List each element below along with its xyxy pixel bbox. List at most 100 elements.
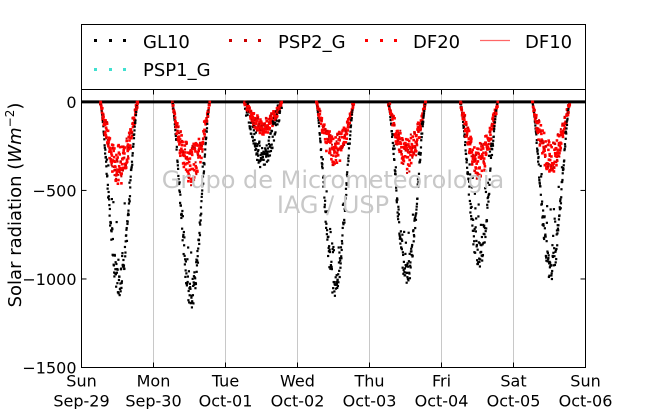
data-point-gl10 [269,132,272,135]
data-point-gl10 [473,192,476,195]
data-point-gl10 [334,276,337,279]
data-point-psp2-g [245,103,248,106]
data-point-gl10 [119,282,122,285]
data-point-df20 [321,131,324,134]
legend-label-df10: DF10 [525,32,572,53]
data-point-psp2-g [184,157,187,160]
data-point-psp2-g [400,151,403,154]
data-point-gl10 [403,270,406,274]
data-point-df20 [491,123,495,126]
x-tick-label-day: Thu [353,372,384,391]
data-point-df20 [398,136,401,139]
data-point-gl10 [105,158,108,161]
data-point-df20 [408,164,411,167]
data-point-gl10 [565,132,568,135]
data-point-gl10 [322,176,325,179]
data-point-df20 [396,129,399,133]
data-point-gl10 [541,215,544,218]
data-point-gl10 [128,195,132,198]
data-point-df20 [337,142,340,145]
data-point-psp2-g [201,150,204,153]
data-point-df20 [130,134,134,137]
data-point-psp2-g [405,144,408,147]
legend-label-psp2-g: PSP2_G [278,32,346,53]
data-point-gl10 [178,181,181,184]
data-point-gl10 [480,244,483,247]
data-point-gl10 [561,178,564,182]
data-point-gl10 [463,133,466,136]
data-point-psp2-g [193,179,196,182]
data-point-gl10 [264,150,268,153]
data-point-df20 [537,138,540,141]
data-point-df20 [477,156,481,159]
data-point-gl10 [172,114,176,118]
data-point-df20 [480,156,483,160]
data-point-df20 [183,151,187,154]
data-point-psp2-g [419,129,422,132]
data-point-gl10 [492,139,495,142]
data-point-gl10 [342,221,345,224]
data-point-gl10 [416,183,419,186]
data-point-gl10 [207,108,210,111]
data-point-df20 [127,147,131,151]
data-point-df20 [123,146,126,149]
data-point-df20 [269,119,272,123]
data-point-df20 [188,157,192,160]
data-point-psp2-g [397,139,400,142]
y-tick-label: −1000 [22,270,76,289]
data-point-gl10 [535,139,538,142]
data-point-gl10 [181,227,184,230]
data-point-gl10 [401,239,404,242]
data-point-df20 [409,161,413,165]
data-point-df20 [208,100,212,104]
data-point-gl10 [481,253,485,257]
data-point-df20 [336,132,339,136]
data-point-gl10 [563,149,566,152]
data-point-df20 [196,170,199,173]
data-point-psp2-g [552,141,555,144]
data-point-df20 [178,141,181,144]
data-point-gl10 [191,300,194,303]
data-point-psp2-g [336,134,339,137]
data-point-df20 [473,159,477,163]
data-point-gl10 [468,163,471,166]
data-point-df20 [190,149,193,152]
data-point-gl10 [176,159,179,162]
data-point-gl10 [419,146,423,149]
x-tick-label-day: Mon [137,372,171,391]
data-point-gl10 [552,264,555,267]
data-point-gl10 [115,271,119,274]
data-point-psp2-g [482,159,485,162]
data-point-df20 [397,131,401,135]
data-point-gl10 [411,213,415,216]
data-point-df20 [548,158,552,162]
data-point-psp2-g [133,108,136,111]
data-point-gl10 [544,254,547,258]
legend-marker-psp2-g [229,39,261,42]
data-point-gl10 [552,208,556,211]
data-point-df20 [483,162,486,166]
data-point-psp2-g [421,119,424,122]
data-point-df20 [266,124,269,127]
data-point-df20 [491,116,495,119]
data-point-df20 [115,170,119,173]
data-point-df20 [181,140,184,144]
data-point-gl10 [559,207,562,210]
data-point-gl10 [553,247,556,250]
data-point-df20 [334,158,338,162]
data-point-gl10 [111,237,114,241]
data-point-gl10 [323,181,326,184]
data-point-gl10 [182,252,185,256]
data-point-df20 [480,169,484,173]
data-point-gl10 [258,144,261,147]
data-point-gl10 [113,254,116,257]
data-point-df20 [334,146,338,149]
data-point-gl10 [536,160,540,163]
data-point-df20 [188,164,192,167]
data-point-gl10 [401,266,404,269]
data-point-psp2-g [394,143,397,146]
data-point-df20 [400,161,404,165]
data-point-df20 [495,106,499,110]
data-point-gl10 [419,152,422,155]
data-point-gl10 [195,264,199,267]
